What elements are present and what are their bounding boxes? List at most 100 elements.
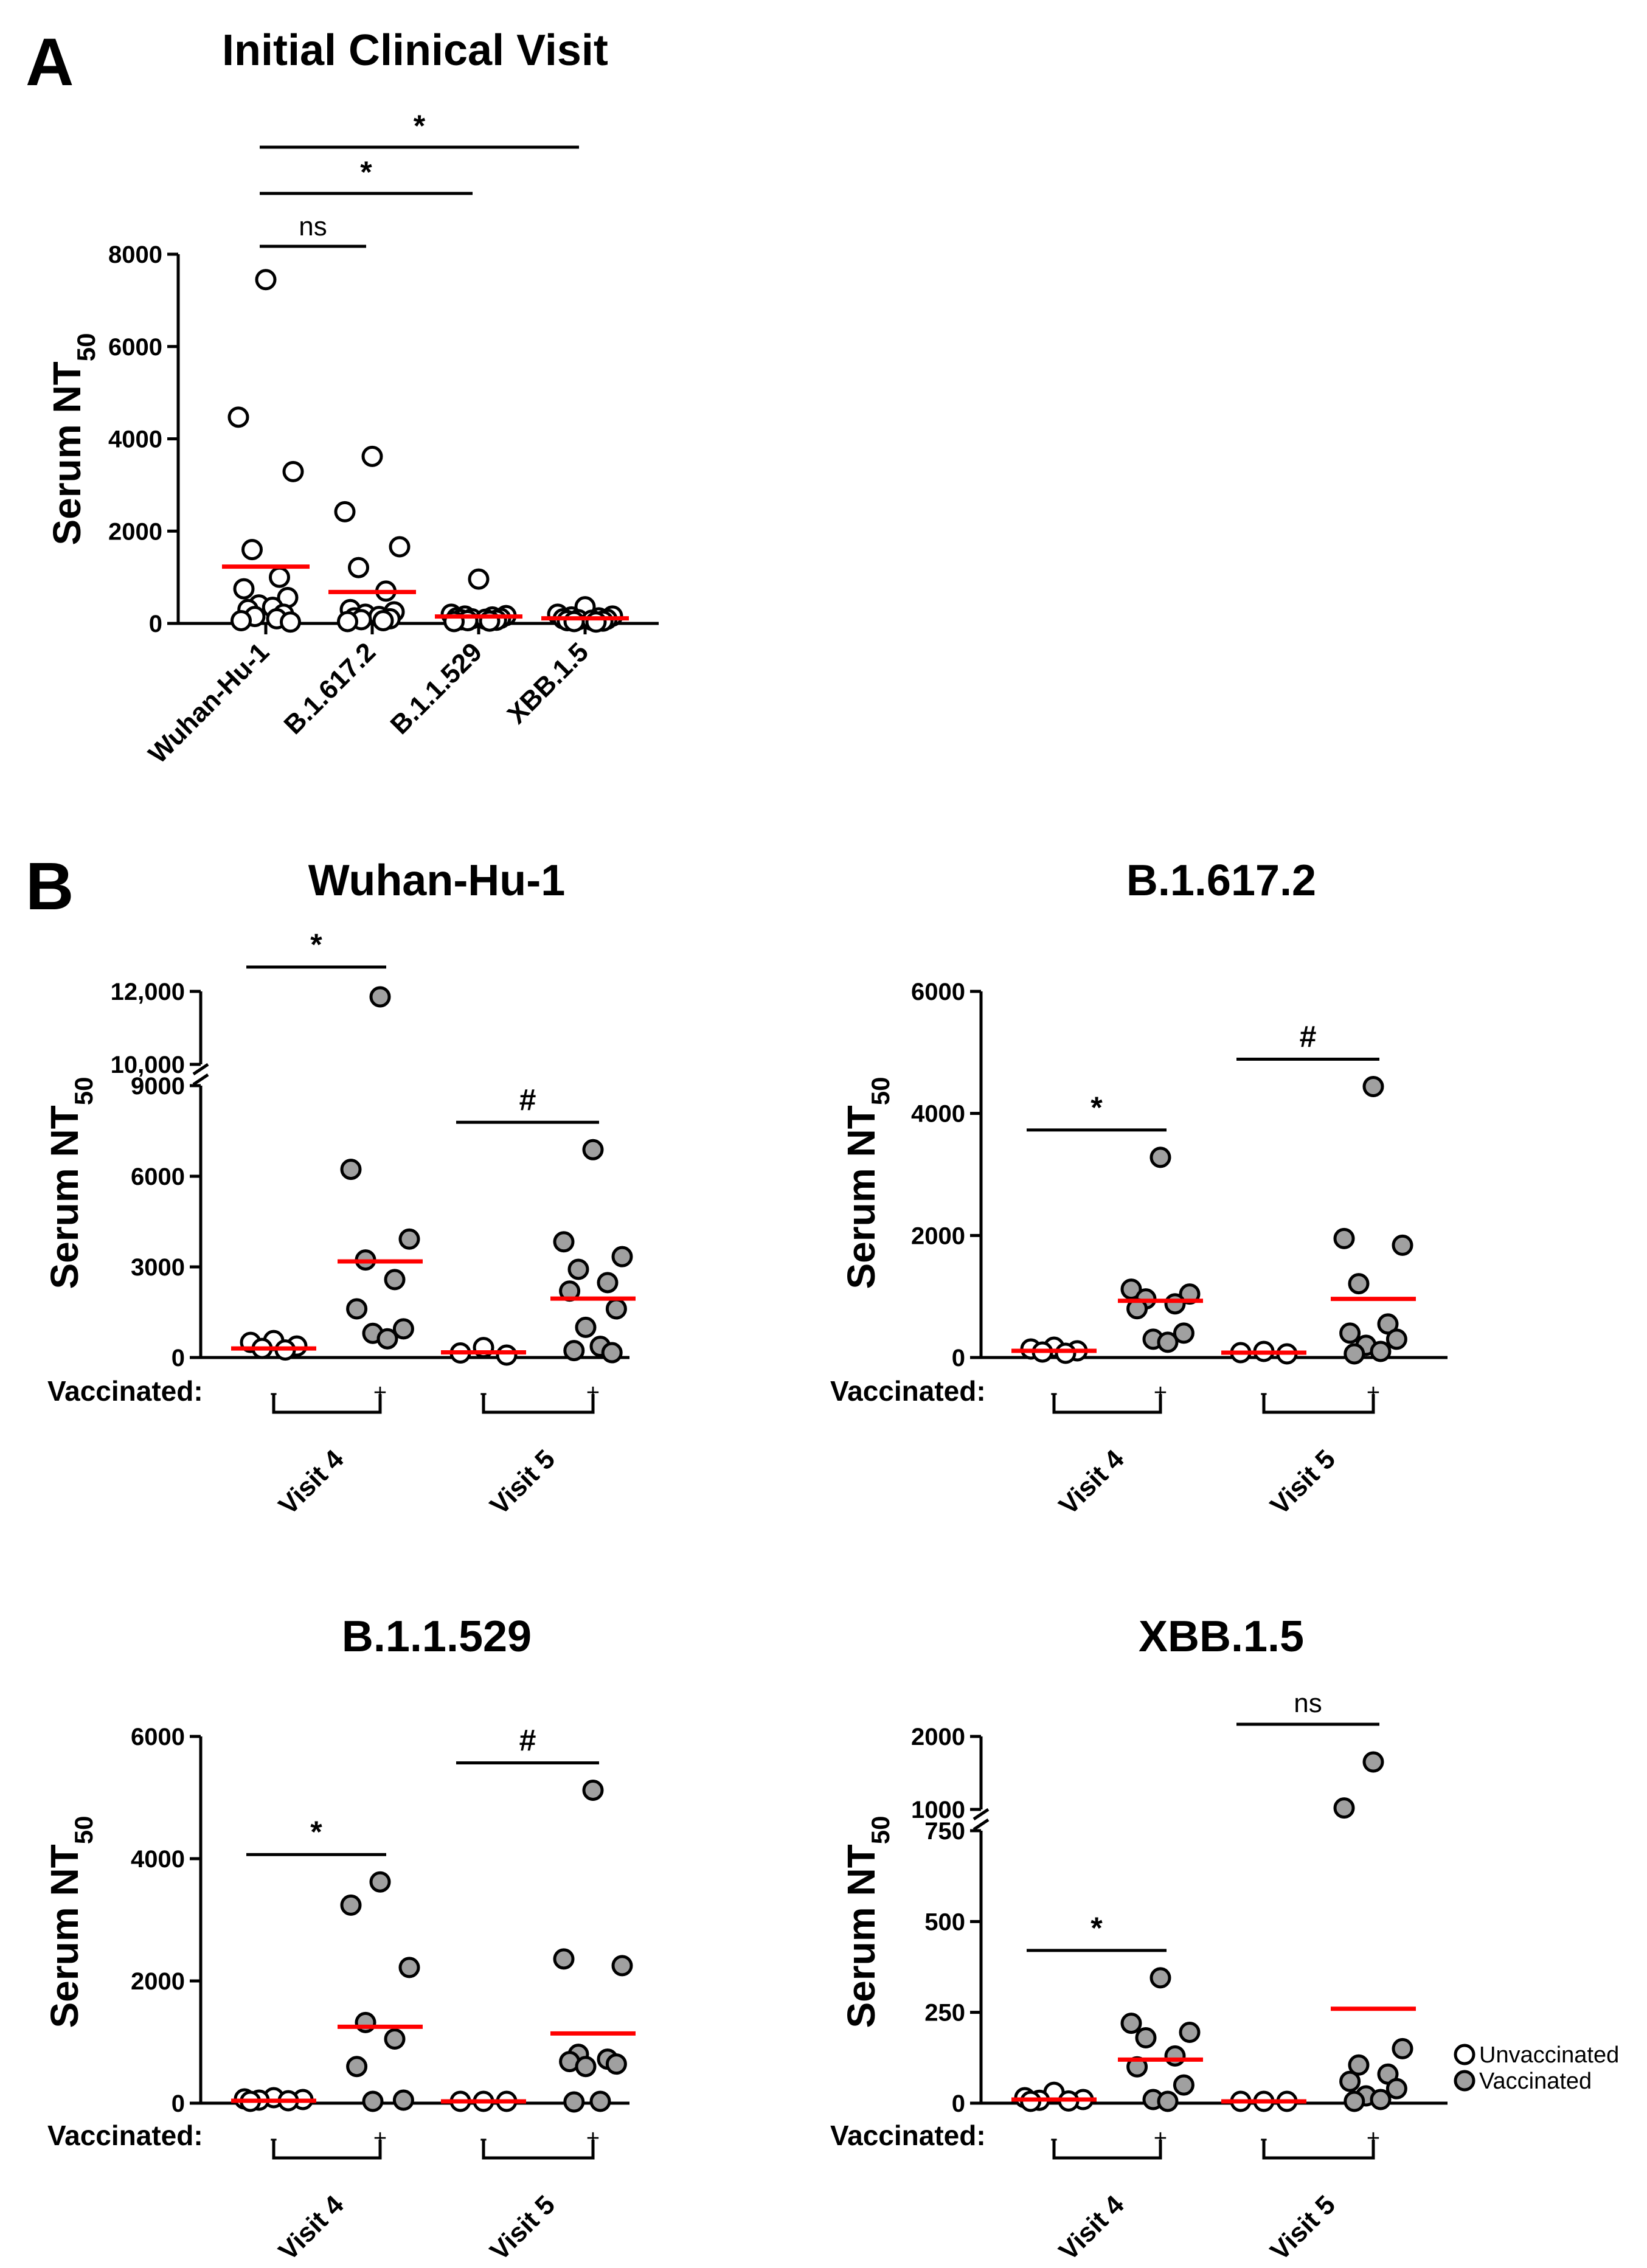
y-tick-label: 6000 xyxy=(131,1724,185,1750)
data-point xyxy=(563,1340,585,1362)
y-tick-label: 0 xyxy=(172,1345,185,1372)
y-axis-label: Serum NT50 xyxy=(45,333,100,546)
y-tick-label: 0 xyxy=(952,1345,965,1372)
data-point xyxy=(280,611,301,633)
data-point xyxy=(389,536,411,558)
data-point xyxy=(611,1246,633,1268)
vaccination-sign: + xyxy=(1367,2126,1380,2151)
data-point xyxy=(372,609,394,631)
significance-label: # xyxy=(519,1723,536,1757)
chart-a: 0 2000 4000 6000 8000 Wuhan-Hu-1 B.1.617.2 B.1.… xyxy=(45,109,659,769)
group-label: Visit 4 xyxy=(1053,2190,1130,2266)
y-axis-label: Serum NT50 xyxy=(43,1077,98,1289)
group-bracket xyxy=(1262,1394,1375,1414)
data-point xyxy=(1348,1273,1370,1295)
data-point xyxy=(1149,1146,1171,1168)
axis-break-mark xyxy=(973,1818,990,1831)
data-point xyxy=(582,1779,604,1801)
vaccination-sign: - xyxy=(1050,2126,1058,2151)
panel-label-b: B xyxy=(26,849,74,924)
data-point xyxy=(597,1272,619,1294)
vaccination-sign: - xyxy=(1260,1380,1268,1406)
y-tick-label: 9000 xyxy=(131,1073,185,1100)
data-point xyxy=(1392,2037,1413,2059)
chart-title: XBB.1.5 xyxy=(1139,1612,1304,1661)
data-point xyxy=(1344,1343,1365,1365)
y-tick-label: 2000 xyxy=(911,1724,965,1750)
data-point xyxy=(575,1316,597,1338)
y-tick-label: 12,000 xyxy=(111,979,185,1005)
group-label: Visit 4 xyxy=(273,2190,350,2266)
data-point xyxy=(1120,2013,1142,2034)
data-point xyxy=(567,1258,589,1280)
significance-label: * xyxy=(310,1815,322,1849)
y-tick-label: 2000 xyxy=(131,1968,185,1995)
legend: Unvaccinated Vaccinated xyxy=(1454,2042,1619,2094)
data-point xyxy=(1333,1227,1355,1249)
legend-vaccinated-marker xyxy=(1454,2070,1475,2092)
vaccinated-axis-label: Vaccinated: xyxy=(47,2120,203,2151)
group-bracket xyxy=(272,2140,382,2160)
data-point xyxy=(1179,2022,1201,2044)
data-point xyxy=(1339,2070,1361,2092)
significance-label: # xyxy=(519,1083,536,1117)
data-point xyxy=(255,269,277,291)
data-point xyxy=(1362,1076,1384,1098)
data-point xyxy=(376,1328,398,1350)
group-label: Visit 4 xyxy=(1053,1444,1130,1521)
data-point xyxy=(269,566,290,588)
data-point xyxy=(346,2056,368,2078)
vaccination-sign: + xyxy=(1154,2126,1167,2151)
data-point xyxy=(1157,1331,1179,1353)
vaccination-sign: - xyxy=(1050,1380,1058,1406)
data-point xyxy=(369,986,391,1008)
significance-label: * xyxy=(360,155,372,189)
y-tick-label: 6000 xyxy=(108,334,162,361)
data-point xyxy=(605,1298,627,1320)
vaccinated-axis-label: Vaccinated: xyxy=(830,2120,986,2151)
vaccination-sign: + xyxy=(1367,1380,1380,1406)
data-point xyxy=(1385,2078,1407,2100)
data-point xyxy=(468,568,490,590)
y-tick-label: 4000 xyxy=(108,426,162,453)
data-point xyxy=(582,1139,604,1160)
y-tick-label: 750 xyxy=(924,1818,965,1845)
y-axis-label: Serum NT50 xyxy=(839,1077,895,1289)
y-tick-label: 2000 xyxy=(108,518,162,545)
data-point xyxy=(1370,2089,1392,2110)
vaccination-sign: + xyxy=(373,1380,387,1406)
panel-a-title: Initial Clinical Visit xyxy=(222,26,608,75)
data-point xyxy=(337,611,358,633)
vaccination-sign: + xyxy=(373,2126,387,2151)
data-point xyxy=(334,501,356,522)
legend-vaccinated-label: Vaccinated xyxy=(1479,2069,1592,2094)
vaccination-sign: - xyxy=(1260,2126,1268,2151)
vaccinated-axis-label: Vaccinated: xyxy=(47,1375,203,1407)
data-point xyxy=(362,2090,384,2112)
vaccination-sign: - xyxy=(270,2126,278,2151)
data-point xyxy=(231,609,252,631)
group-bracket xyxy=(482,1394,595,1414)
y-tick-label: 1000 xyxy=(911,1797,965,1823)
data-point xyxy=(227,406,249,428)
data-point xyxy=(398,1957,420,1978)
axis-break-mark xyxy=(973,1808,990,1821)
data-point xyxy=(369,1871,391,1893)
y-tick-label: 0 xyxy=(172,2090,185,2117)
y-tick-label: 4000 xyxy=(131,1846,185,1873)
data-point xyxy=(605,2053,627,2075)
y-tick-label: 10,000 xyxy=(111,1052,185,1078)
data-point xyxy=(233,578,255,600)
data-point xyxy=(563,2091,585,2113)
data-point xyxy=(1055,1342,1077,1364)
data-point xyxy=(348,557,369,578)
data-point xyxy=(1157,2090,1179,2112)
x-tick-label: XBB.1.5 xyxy=(502,637,594,729)
vaccination-sign: - xyxy=(270,1380,278,1406)
vaccination-sign: - xyxy=(480,2126,488,2151)
data-point xyxy=(575,2056,597,2078)
data-point xyxy=(1173,2074,1195,2096)
data-point xyxy=(340,1894,362,1916)
y-axis-label: Serum NT50 xyxy=(839,1816,895,2028)
